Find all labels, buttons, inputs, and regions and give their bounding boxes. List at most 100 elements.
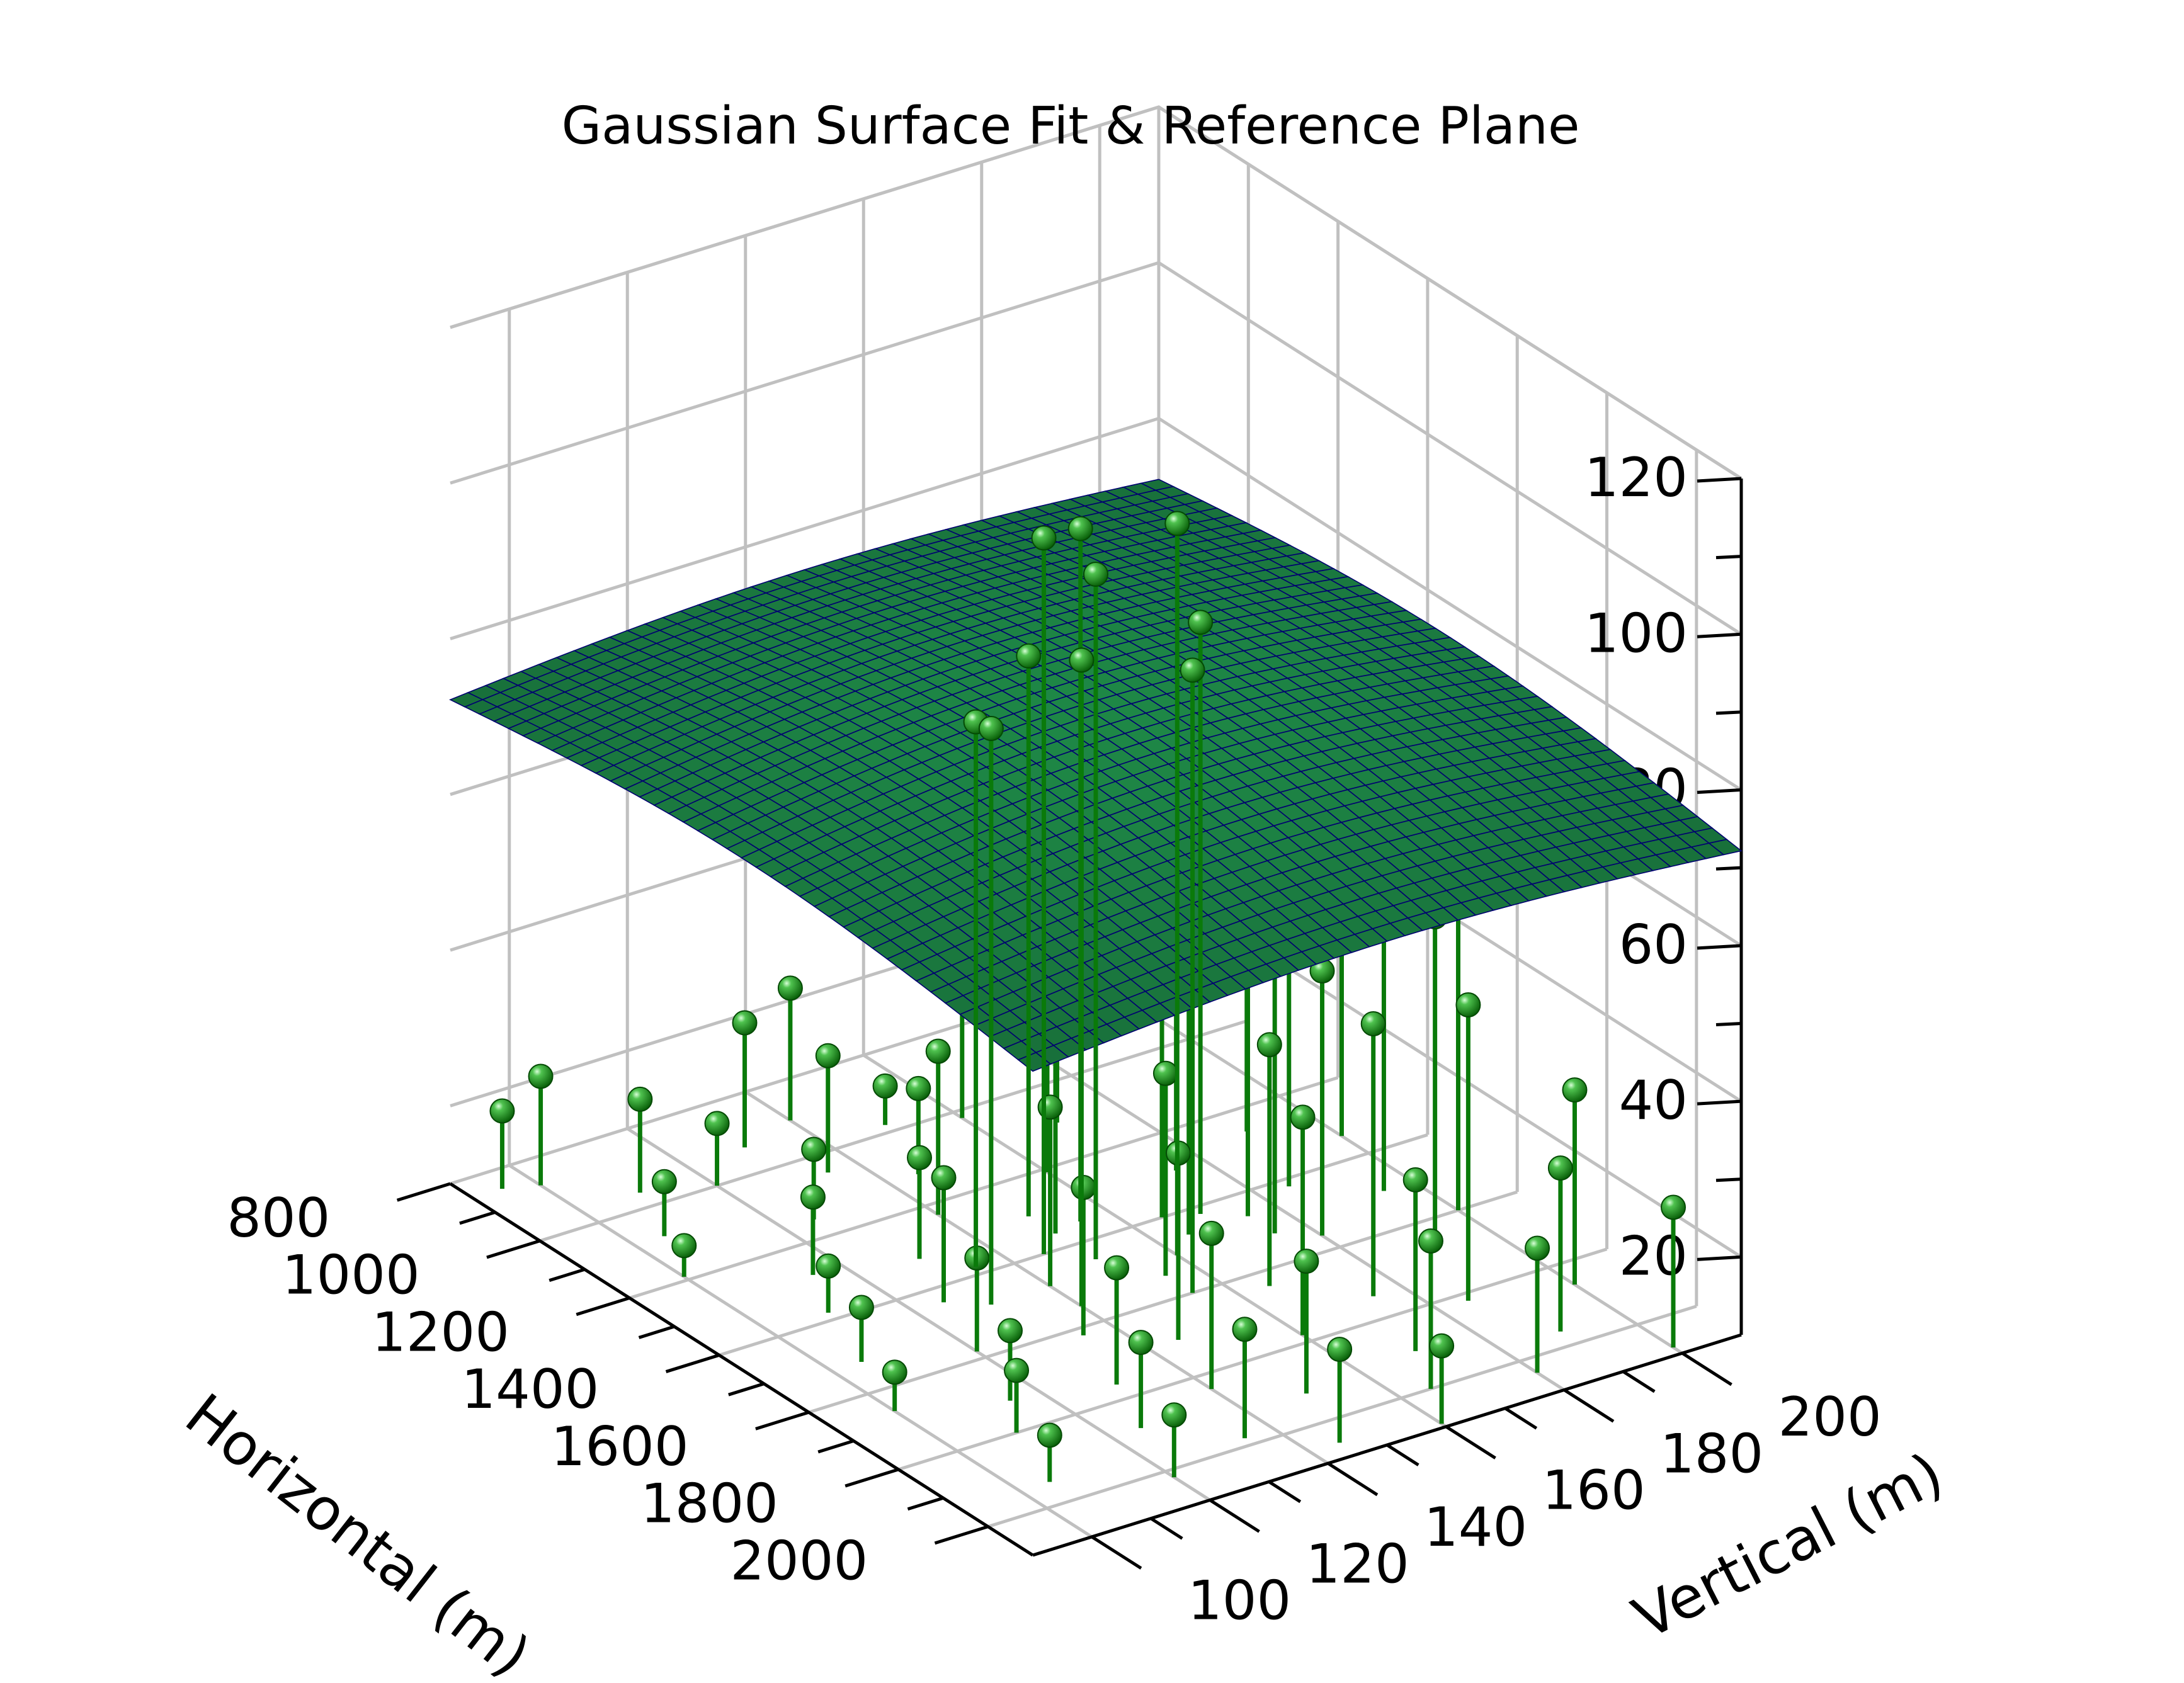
marker-36	[1256, 1032, 1282, 1058]
data-point-55	[1161, 1402, 1187, 1478]
marker-31	[1152, 1060, 1178, 1086]
y-minor-tick-2	[1386, 1443, 1419, 1466]
marker-12	[801, 1136, 827, 1162]
x-minor-tick-1	[549, 1267, 586, 1283]
z-tick-label-4: 100	[1584, 602, 1688, 665]
z-tick-1	[1697, 1099, 1742, 1106]
x-axis-line	[449, 1182, 1034, 1557]
data-point-58	[1661, 1194, 1686, 1348]
marker-48	[1128, 1330, 1154, 1356]
marker-56	[1525, 1235, 1550, 1261]
marker-60	[1083, 562, 1108, 587]
data-point-44	[1004, 1357, 1030, 1433]
data-point-6	[704, 1111, 730, 1186]
x-minor-tick-0	[459, 1210, 496, 1225]
floor-grid-x-3	[719, 1133, 1428, 1357]
marker-44	[1004, 1357, 1030, 1383]
data-point-18	[800, 1184, 826, 1275]
y-tick-5	[1681, 1352, 1732, 1386]
data-point-0	[489, 1098, 515, 1189]
y-tick-label-1: 120	[1306, 1533, 1409, 1595]
marker-68	[978, 716, 1004, 742]
floor-grid-y-1	[626, 1127, 1211, 1502]
marker-45	[1455, 992, 1481, 1018]
marker-64	[1069, 647, 1095, 673]
floor-grid-x-6	[987, 1305, 1697, 1529]
y-tick-1	[1209, 1499, 1260, 1533]
marker-41	[1360, 1011, 1386, 1036]
axes-layer: 2040608010012080010001200140016001800200…	[227, 446, 1881, 1633]
data-point-42	[1104, 1255, 1130, 1385]
data-point-43	[1290, 1104, 1316, 1335]
z-minor-tick-1	[1715, 1021, 1742, 1026]
data-point-61	[1031, 525, 1057, 1254]
y-minor-tick-0	[1150, 1517, 1183, 1540]
marker-23	[816, 1253, 841, 1279]
gaussian-surface	[449, 479, 1743, 1072]
data-point-36	[1256, 1032, 1282, 1286]
data-point-5	[872, 1073, 898, 1125]
data-point-4	[627, 1086, 653, 1193]
marker-58	[1661, 1194, 1686, 1220]
y-tick-2	[1327, 1462, 1379, 1497]
z-tick-4	[1697, 632, 1742, 638]
marker-0	[489, 1098, 515, 1124]
data-point-41	[1360, 1011, 1386, 1296]
z-minor-tick-0	[1715, 1177, 1742, 1182]
data-point-53	[1232, 1317, 1258, 1439]
floor-grid-x-5	[897, 1247, 1608, 1471]
marker-40	[997, 1318, 1023, 1344]
x-minor-tick-5	[907, 1496, 944, 1511]
x-tick-1	[486, 1239, 541, 1259]
z-minor-tick-3	[1715, 710, 1742, 715]
marker-20	[907, 1145, 932, 1170]
data-point-32	[1309, 958, 1335, 1236]
data-point-68	[978, 716, 1004, 1305]
data-point-57	[1327, 1337, 1353, 1443]
data-point-14	[671, 1233, 697, 1277]
marker-54	[1418, 1228, 1443, 1254]
y-minor-tick-4	[1622, 1370, 1656, 1393]
floor-grid-x-2	[628, 1076, 1339, 1300]
data-point-54	[1418, 1228, 1443, 1389]
data-point-26	[931, 1165, 957, 1303]
marker-53	[1232, 1317, 1258, 1342]
z-tick-3	[1697, 788, 1742, 795]
marker-30	[848, 1295, 874, 1320]
marker-42	[1104, 1255, 1130, 1281]
data-point-47	[1562, 1077, 1588, 1285]
marker-55	[1161, 1402, 1187, 1428]
y-tick-label-4: 180	[1660, 1422, 1763, 1485]
marker-5	[872, 1073, 898, 1099]
marker-18	[800, 1184, 826, 1210]
floor-grid-x-1	[539, 1019, 1249, 1243]
x-minor-tick-3	[728, 1382, 765, 1397]
marker-66	[1180, 657, 1205, 683]
marker-46	[1198, 1220, 1224, 1246]
y-tick-label-0: 100	[1188, 1570, 1291, 1633]
floor-grid-y-5	[1098, 980, 1683, 1355]
data-point-1	[528, 1063, 554, 1186]
x-tick-label-5: 1800	[640, 1473, 778, 1536]
x-tick-label-6: 2000	[730, 1529, 868, 1592]
marker-3	[732, 1010, 758, 1036]
data-point-46	[1198, 1220, 1224, 1390]
floor-grid-x-4	[808, 1190, 1518, 1414]
chart-title: Gaussian Surface Fit & Reference Plane	[562, 96, 1580, 156]
marker-14	[671, 1233, 697, 1259]
marker-43	[1290, 1104, 1316, 1130]
data-point-8	[815, 1043, 841, 1173]
data-point-67	[1188, 609, 1214, 1215]
data-point-49	[1402, 1167, 1428, 1351]
x-tick-label-4: 1600	[551, 1415, 689, 1478]
marker-63	[1067, 516, 1093, 541]
y-tick-3	[1445, 1425, 1496, 1459]
data-point-62	[1164, 511, 1190, 1255]
data-point-65	[1016, 643, 1042, 1216]
y-tick-label-5: 200	[1778, 1386, 1882, 1449]
data-point-66	[1180, 657, 1205, 1293]
y-tick-0	[1091, 1535, 1142, 1570]
x-tick-label-1: 1000	[282, 1244, 420, 1307]
y-tick-4	[1563, 1388, 1615, 1423]
